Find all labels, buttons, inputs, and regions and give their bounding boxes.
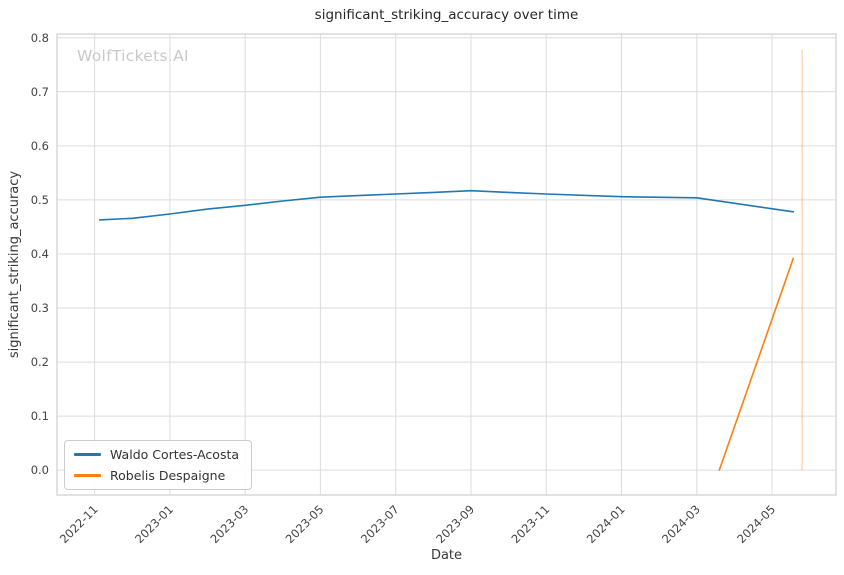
- y-tick-label: 0.6: [31, 139, 49, 153]
- x-axis-label: Date: [430, 548, 463, 563]
- y-tick-label: 0.2: [31, 355, 49, 369]
- chart-title: significant_striking_accuracy over time: [314, 7, 579, 23]
- x-tick-label: 2023-03: [207, 502, 251, 546]
- x-tick-label: 2023-09: [433, 502, 477, 546]
- x-tick-label: 2024-05: [734, 502, 778, 546]
- legend-label: Robelis Despaigne: [110, 468, 226, 483]
- y-tick-label: 0.4: [31, 247, 49, 261]
- x-tick-label: 2022-11: [57, 502, 101, 546]
- legend-item: Waldo Cortes-Acosta: [74, 447, 239, 462]
- y-tick-label: 0.5: [31, 193, 49, 207]
- x-tick-label: 2023-01: [132, 502, 176, 546]
- legend-item: Robelis Despaigne: [74, 468, 239, 483]
- x-tick-label: 2023-11: [508, 502, 552, 546]
- x-tick-label: 2024-01: [584, 502, 628, 546]
- x-tick-label: 2023-05: [283, 502, 327, 546]
- x-tick-label: 2024-03: [659, 502, 703, 546]
- legend-line-swatch: [74, 453, 101, 456]
- y-tick-label: 0.1: [31, 409, 49, 423]
- watermark: WolfTickets.AI: [77, 47, 189, 65]
- y-tick-label: 0.0: [31, 463, 49, 477]
- y-tick-label: 0.3: [31, 301, 49, 315]
- y-axis-label: significant_striking_accuracy: [7, 170, 22, 359]
- legend-line-swatch: [74, 474, 101, 477]
- x-tick-label: 2023-07: [358, 502, 402, 546]
- legend-label: Waldo Cortes-Acosta: [110, 447, 240, 462]
- y-tick-label: 0.8: [31, 31, 49, 45]
- series-line: [98, 189, 795, 221]
- legend: Waldo Cortes-Acosta Robelis Despaigne: [64, 440, 253, 490]
- plot-frame: [56, 33, 837, 496]
- y-tick-label: 0.7: [31, 85, 49, 99]
- series-line: [718, 257, 795, 471]
